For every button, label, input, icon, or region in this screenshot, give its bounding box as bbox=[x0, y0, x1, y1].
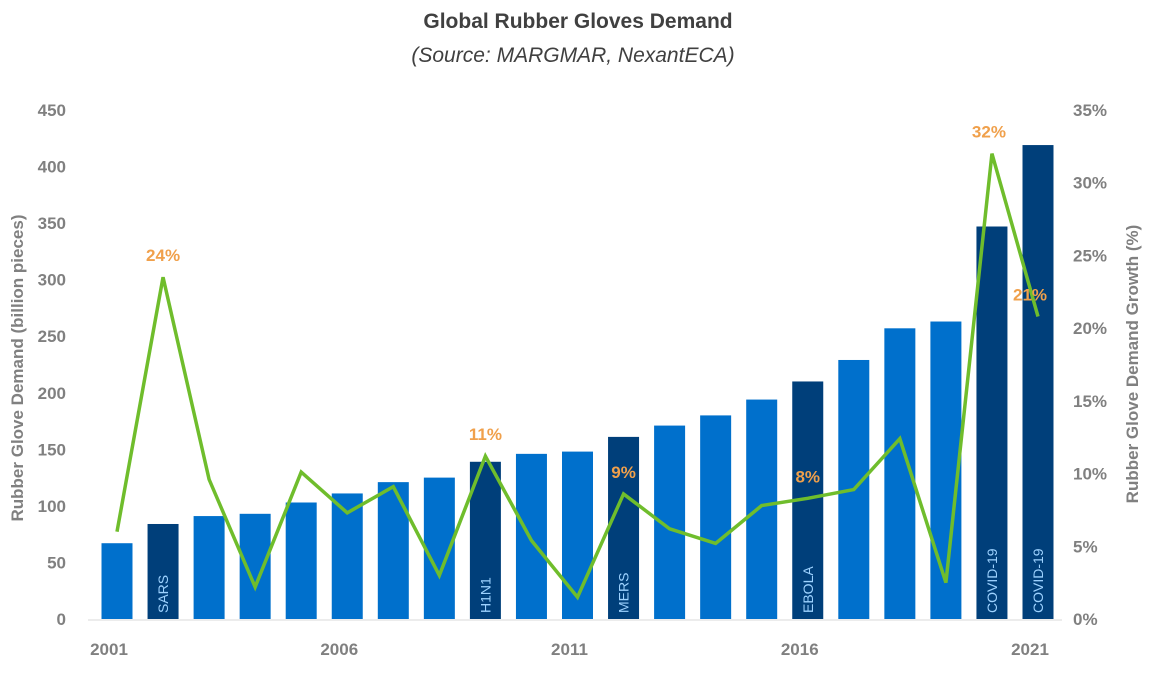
bars: SARS H1N1 MERS EBOLA COVID-19 COVID-19 bbox=[101, 145, 1054, 619]
bar-2004 bbox=[239, 513, 271, 619]
growth-data-label: 32% bbox=[972, 123, 1006, 142]
bar-2005 bbox=[285, 502, 317, 619]
y2-tick-label: 15% bbox=[1073, 392, 1107, 411]
x-tick-label: 2001 bbox=[90, 640, 128, 659]
bar-2021 bbox=[1022, 145, 1054, 619]
y-tick-label: 50 bbox=[47, 553, 66, 572]
bar-event-label: H1N1 bbox=[477, 577, 493, 613]
y2-tick-label: 5% bbox=[1073, 537, 1098, 556]
y-tick-label: 100 bbox=[38, 497, 66, 516]
bar-event-label: MERS bbox=[616, 573, 632, 613]
y-tick-label: 350 bbox=[38, 214, 66, 233]
growth-data-label: 21% bbox=[1013, 286, 1047, 305]
bar-2020 bbox=[976, 226, 1008, 619]
x-tick-label: 2006 bbox=[320, 640, 358, 659]
y-tick-label: 0 bbox=[57, 610, 66, 629]
x-tick-label: 2021 bbox=[1011, 640, 1049, 659]
bar-event-label: COVID-19 bbox=[984, 548, 1000, 613]
y-tick-label: 300 bbox=[38, 271, 66, 290]
growth-data-label: 11% bbox=[469, 425, 502, 444]
y-tick-label: 200 bbox=[38, 384, 66, 403]
y2-tick-label: 20% bbox=[1073, 319, 1107, 338]
growth-data-label: 8% bbox=[795, 467, 820, 486]
y2-axis-label: Rubber Glove Demand Growth (%) bbox=[1123, 225, 1142, 504]
growth-data-label: 9% bbox=[611, 463, 636, 482]
y2-tick-label: 35% bbox=[1073, 101, 1107, 120]
bar-2009 bbox=[469, 461, 501, 619]
x-tick-label: 2016 bbox=[781, 640, 819, 659]
growth-data-label: 24% bbox=[146, 246, 180, 265]
y-axis-label: Rubber Glove Demand (billion pieces) bbox=[8, 215, 27, 522]
chart-subtitle: (Source: MARGMAR, NexantECA) bbox=[411, 44, 734, 67]
bar-2001 bbox=[101, 543, 133, 619]
y-tick-label: 250 bbox=[38, 327, 66, 346]
growth-line-group: 24% 11% 9% 8% 32% 21% bbox=[115, 123, 1047, 601]
y-tick-label: 400 bbox=[38, 158, 66, 177]
y2-tick-label: 0% bbox=[1073, 610, 1098, 629]
bar-2011 bbox=[562, 451, 593, 619]
y-tick-label: 450 bbox=[38, 101, 66, 120]
y-tick-label: 150 bbox=[38, 440, 66, 459]
bar-2010 bbox=[515, 453, 547, 619]
y2-tick-label: 30% bbox=[1073, 174, 1107, 193]
x-tick-label: 2011 bbox=[551, 640, 588, 659]
bar-2014 bbox=[700, 415, 732, 619]
bar-2002 bbox=[147, 523, 179, 619]
bar-event-label: EBOLA bbox=[800, 566, 816, 613]
ticks: 0 50 100 150 200 250 300 350 400 450 0% 5% 10% 15% 20%… bbox=[38, 101, 1107, 659]
y2-tick-label: 10% bbox=[1073, 465, 1107, 484]
y2-tick-label: 25% bbox=[1073, 246, 1107, 265]
bar-event-label: COVID-19 bbox=[1030, 548, 1046, 613]
bar-2003 bbox=[193, 516, 225, 619]
chart-title: Global Rubber Gloves Demand bbox=[423, 10, 732, 33]
bar-2015 bbox=[746, 399, 778, 619]
bar-event-label: SARS bbox=[155, 575, 171, 613]
bar-2012 bbox=[608, 436, 640, 619]
bar-2007 bbox=[377, 482, 409, 619]
